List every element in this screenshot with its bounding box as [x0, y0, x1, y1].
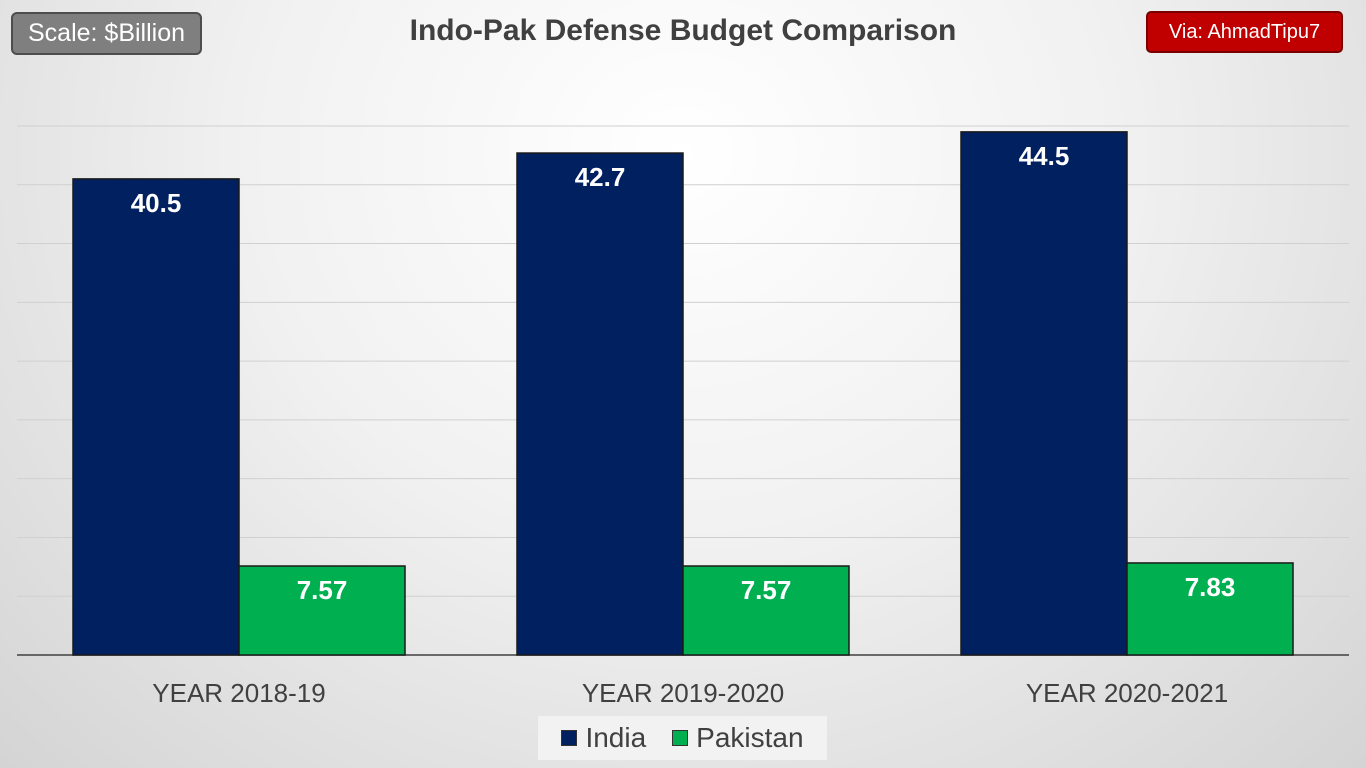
bar-pakistan-2 [682, 565, 850, 656]
data-label: 7.83 [1185, 572, 1236, 602]
bars [72, 131, 1294, 656]
bar-india-1 [72, 178, 240, 656]
category-axis: YEAR 2018-19 YEAR 2019-2020 YEAR 2020-2021 [152, 678, 1228, 708]
chart-title: Indo-Pak Defense Budget Comparison [409, 14, 957, 47]
legend-label-india: India [585, 722, 647, 753]
data-label: 7.57 [297, 575, 348, 605]
legend-swatch-pakistan [672, 730, 689, 746]
legend-item-india: India [561, 722, 646, 754]
legend-item-pakistan: Pakistan [672, 722, 804, 754]
legend-swatch-india [561, 730, 578, 746]
category-label: YEAR 2020-2021 [1026, 678, 1228, 708]
source-credit-badge: Via: AhmadTipu7 [1146, 11, 1343, 53]
data-label: 42.7 [575, 162, 626, 192]
data-label: 44.5 [1019, 141, 1070, 171]
category-label: YEAR 2018-19 [152, 678, 325, 708]
legend: India Pakistan [538, 716, 827, 760]
bar-pakistan-3 [1126, 562, 1294, 656]
bar-india-2 [516, 152, 684, 656]
data-label: 7.57 [741, 575, 792, 605]
category-label: YEAR 2019-2020 [582, 678, 784, 708]
scale-badge: Scale: $Billion [11, 12, 202, 55]
bar-pakistan-1 [238, 565, 406, 656]
legend-label-pakistan: Pakistan [696, 722, 804, 753]
data-labels: 40.5 7.57 42.7 7.57 44.5 7.83 [131, 141, 1236, 605]
bar-india-3 [960, 131, 1128, 656]
data-label: 40.5 [131, 188, 182, 218]
